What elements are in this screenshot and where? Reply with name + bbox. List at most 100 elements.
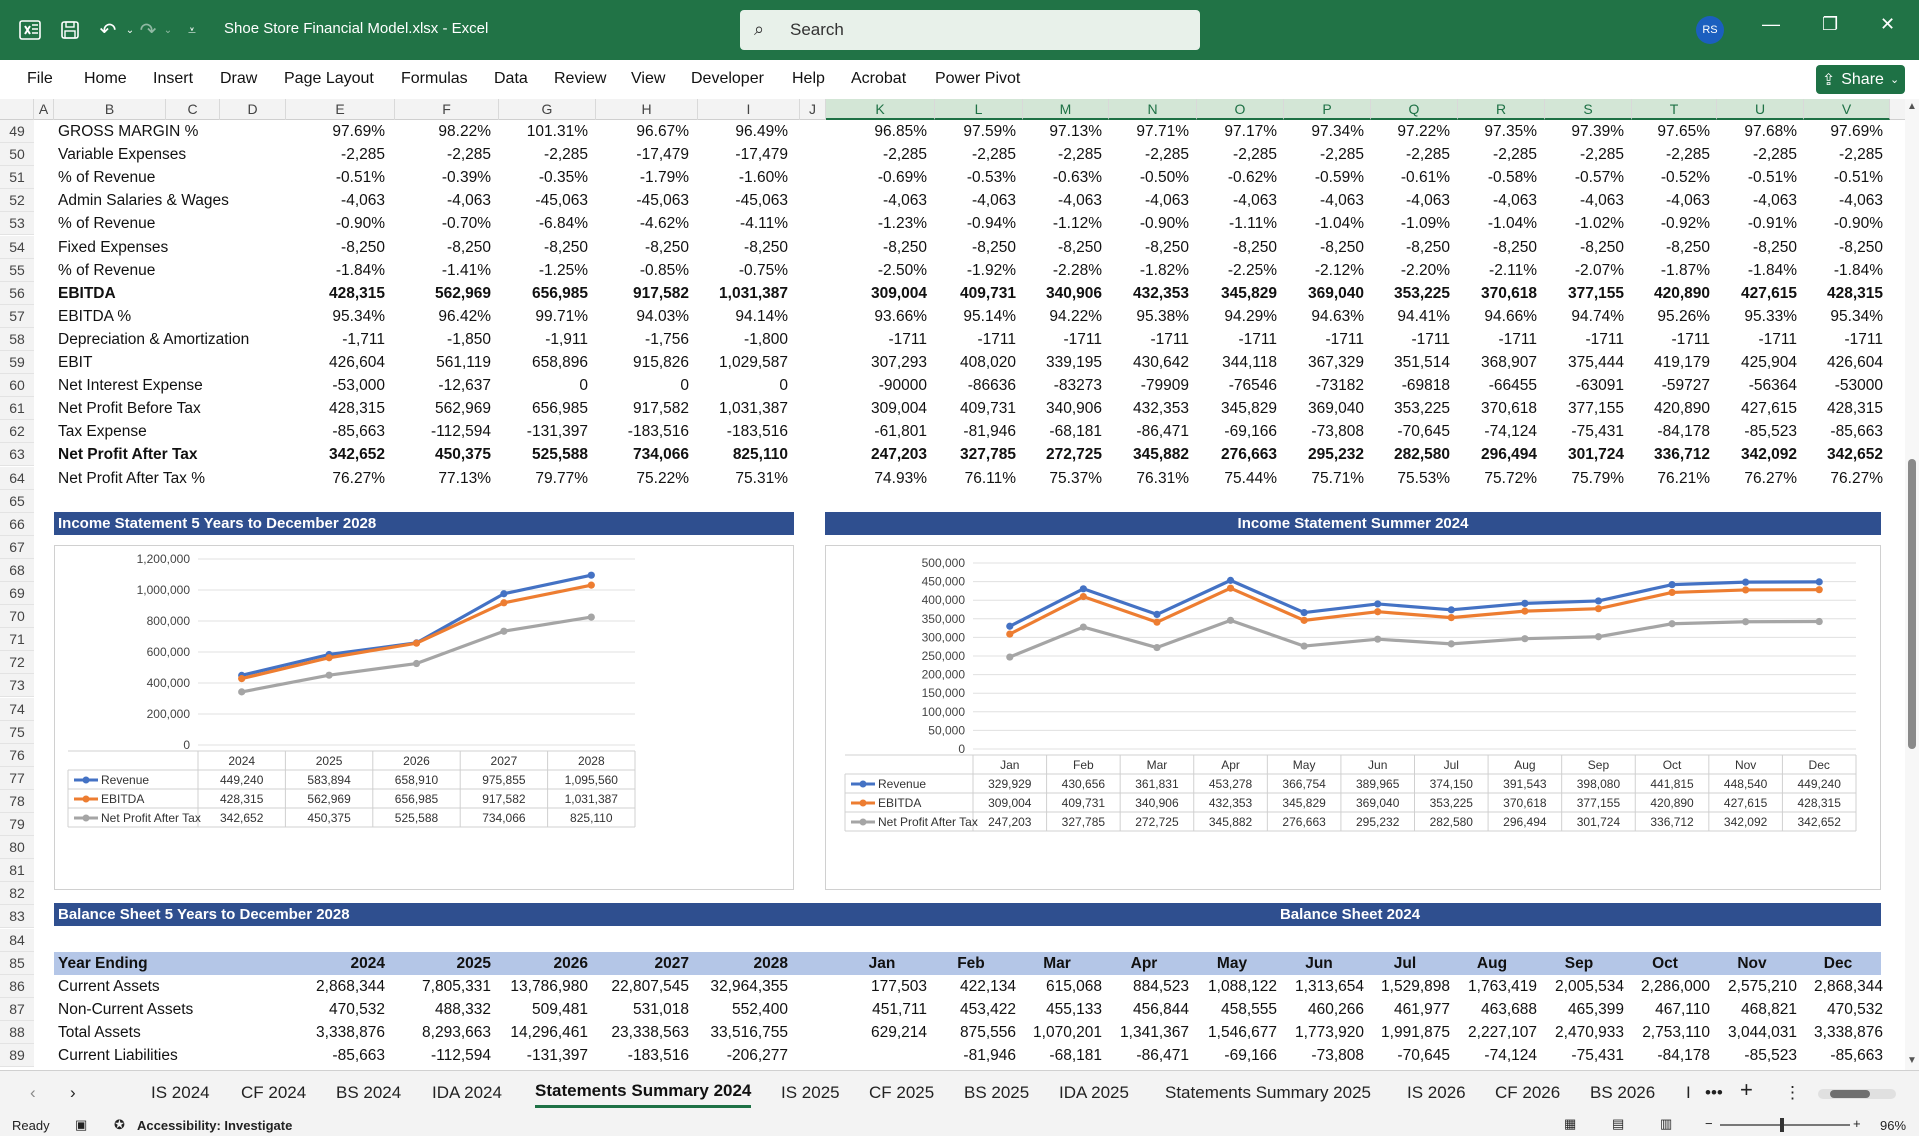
cell-value[interactable]: 95.14% bbox=[963, 307, 1016, 325]
cell-value[interactable]: 97.35% bbox=[1484, 123, 1537, 140]
cell-value[interactable]: -2,285 bbox=[972, 146, 1016, 164]
cell-value[interactable]: 2,227,107 bbox=[1468, 1023, 1537, 1041]
cell-value[interactable]: -69,166 bbox=[1224, 1047, 1277, 1064]
row-header[interactable]: 84 bbox=[0, 928, 34, 952]
cell-value[interactable]: -0.39% bbox=[441, 169, 491, 187]
cell-value[interactable]: 282,580 bbox=[1393, 446, 1450, 464]
row-label[interactable]: Net Profit After Tax % bbox=[58, 469, 206, 487]
row-label[interactable]: % of Revenue bbox=[58, 215, 156, 233]
row-header[interactable]: 74 bbox=[0, 697, 34, 721]
cell-value[interactable]: -73,808 bbox=[1311, 423, 1364, 441]
restore-icon[interactable]: ❐ bbox=[1822, 14, 1839, 34]
cell-value[interactable]: 75.22% bbox=[636, 469, 689, 487]
cell-value[interactable]: -1.11% bbox=[1229, 215, 1277, 233]
row-header[interactable]: 65 bbox=[0, 489, 34, 513]
tab-cf-2025[interactable]: CF 2025 bbox=[869, 1083, 935, 1102]
cell-value[interactable]: -131,397 bbox=[526, 423, 588, 441]
cell-value[interactable]: -0.62% bbox=[1227, 169, 1277, 187]
cell-value[interactable]: 368,907 bbox=[1480, 354, 1537, 371]
cell-value[interactable]: -183,516 bbox=[627, 423, 689, 441]
cell-value[interactable]: -112,594 bbox=[430, 423, 491, 441]
row-header[interactable]: 76 bbox=[0, 743, 34, 767]
cell-value[interactable]: 420,890 bbox=[1653, 284, 1710, 302]
cell-value[interactable]: 917,582 bbox=[632, 284, 689, 302]
cell-value[interactable]: 463,688 bbox=[1480, 1000, 1537, 1018]
cell-value[interactable]: 95.38% bbox=[1136, 307, 1189, 325]
tab-cf-2024[interactable]: CF 2024 bbox=[241, 1083, 307, 1102]
row-header[interactable]: 62 bbox=[0, 420, 34, 444]
cell-value[interactable]: 76.31% bbox=[1136, 469, 1189, 487]
cell-value[interactable]: -2,285 bbox=[1233, 146, 1277, 164]
cell-value[interactable]: -0.75% bbox=[738, 261, 788, 279]
cell-value[interactable]: 0 bbox=[579, 377, 588, 395]
cell-value[interactable]: 97.68% bbox=[1744, 123, 1797, 140]
cell-value[interactable]: 2,868,344 bbox=[316, 977, 385, 995]
cell-value[interactable]: -1.12% bbox=[1052, 215, 1102, 233]
cell-value[interactable]: 451,711 bbox=[872, 1000, 927, 1018]
cell-value[interactable]: 1,029,587 bbox=[719, 354, 788, 371]
cell-value[interactable]: -0.59% bbox=[1314, 169, 1364, 187]
cell-value[interactable]: 432,353 bbox=[1132, 400, 1189, 418]
redo-dropdown-icon[interactable]: ⌄ bbox=[163, 24, 173, 36]
row-header[interactable]: 58 bbox=[0, 327, 34, 351]
cell-value[interactable]: 75.53% bbox=[1397, 469, 1450, 487]
cell-value[interactable]: -0.69% bbox=[877, 169, 927, 187]
cell-value[interactable]: 22,807,545 bbox=[611, 977, 689, 995]
cell-value[interactable]: -1.04% bbox=[1487, 215, 1537, 233]
cell-value[interactable]: 552,400 bbox=[731, 1000, 788, 1018]
cell-value[interactable]: 353,225 bbox=[1393, 400, 1450, 418]
column-header-l[interactable]: L bbox=[935, 99, 1023, 120]
cell-value[interactable]: -131,397 bbox=[526, 1047, 588, 1064]
cell-value[interactable]: -1.84% bbox=[1747, 261, 1797, 279]
search-box[interactable]: ⌕ Search bbox=[740, 10, 1200, 50]
horizontal-scrollbar[interactable] bbox=[1818, 1089, 1896, 1099]
cell-value[interactable]: -85,523 bbox=[1744, 1047, 1797, 1064]
row-label[interactable]: Depreciation & Amortization bbox=[58, 330, 250, 348]
cell-value[interactable]: -0.90% bbox=[1833, 215, 1883, 233]
row-header[interactable]: 55 bbox=[0, 258, 34, 282]
cell-value[interactable]: 470,532 bbox=[1826, 1000, 1883, 1018]
cell-value[interactable]: 2,470,933 bbox=[1555, 1023, 1624, 1041]
chart-is-2024[interactable]: 0 50,000 100,000 150,000 200,000 250,000 300,0… bbox=[825, 545, 1881, 890]
cell-value[interactable]: 301,724 bbox=[1567, 446, 1624, 464]
cell-value[interactable]: 94.14% bbox=[735, 307, 788, 325]
cell-value[interactable]: 426,604 bbox=[328, 354, 385, 371]
cell-value[interactable]: 468,821 bbox=[1740, 1000, 1797, 1018]
cell-value[interactable]: 76.27% bbox=[1744, 469, 1797, 487]
cell-value[interactable]: 353,225 bbox=[1393, 284, 1450, 302]
cell-value[interactable]: -85,663 bbox=[332, 423, 385, 441]
cell-value[interactable]: 432,353 bbox=[1132, 284, 1189, 302]
row-label[interactable]: Non-Current Assets bbox=[58, 1000, 194, 1018]
cell-value[interactable]: -81,946 bbox=[963, 423, 1016, 441]
cell-value[interactable]: -1.09% bbox=[1400, 215, 1450, 233]
row-header[interactable]: 71 bbox=[0, 628, 34, 652]
column-header-f[interactable]: F bbox=[395, 99, 499, 120]
cell-value[interactable]: 76.21% bbox=[1657, 469, 1710, 487]
row-header[interactable]: 70 bbox=[0, 605, 34, 629]
cell-value[interactable]: -0.51% bbox=[1747, 169, 1797, 187]
row-header[interactable]: 49 bbox=[0, 120, 34, 143]
cell-value[interactable]: -1,756 bbox=[645, 330, 689, 348]
tab-options-icon[interactable]: ⋮ bbox=[1784, 1083, 1801, 1102]
cell-value[interactable]: 342,092 bbox=[1740, 446, 1797, 464]
cell-value[interactable]: 734,066 bbox=[632, 446, 689, 464]
menu-developer[interactable]: Developer bbox=[691, 70, 764, 87]
cell-value[interactable]: 561,119 bbox=[436, 354, 491, 371]
cell-value[interactable]: -0.51% bbox=[1833, 169, 1883, 187]
cell-value[interactable]: 296,494 bbox=[1480, 446, 1537, 464]
row-header[interactable]: 59 bbox=[0, 351, 34, 374]
column-header-r[interactable]: R bbox=[1458, 99, 1545, 120]
cell-value[interactable]: 177,503 bbox=[870, 977, 927, 995]
cell-value[interactable]: -4,063 bbox=[1839, 192, 1883, 210]
row-header[interactable]: 57 bbox=[0, 304, 34, 328]
cell-value[interactable]: -8,250 bbox=[1145, 238, 1189, 256]
cell-value[interactable]: -8,250 bbox=[1580, 238, 1624, 256]
cell-value[interactable]: -0.61% bbox=[1400, 169, 1450, 187]
chart-is-5-years[interactable]: 0 200,000 400,000 600,000 800,000 1,000,000 1,… bbox=[54, 545, 794, 890]
row-label[interactable]: Net Interest Expense bbox=[58, 377, 203, 395]
cell-value[interactable]: -45,063 bbox=[535, 192, 588, 210]
cell-value[interactable]: 1,070,201 bbox=[1033, 1023, 1102, 1041]
cell-value[interactable]: -2.12% bbox=[1314, 261, 1364, 279]
cell-value[interactable]: -0.51% bbox=[335, 169, 385, 187]
cell-value[interactable]: 430,642 bbox=[1132, 354, 1189, 371]
